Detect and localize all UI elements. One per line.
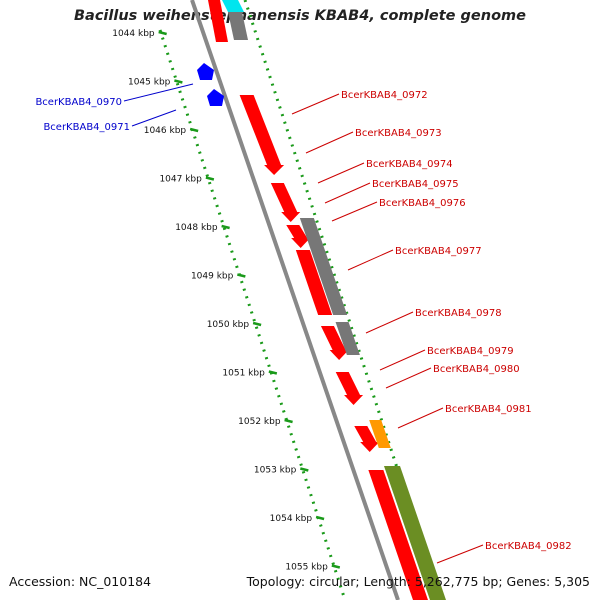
gene-0973	[270, 183, 301, 222]
gene-0974	[286, 225, 311, 248]
ruler-tick	[252, 321, 262, 327]
ruler-tick-label: 1051 kbp	[222, 369, 265, 379]
ruler-tick	[174, 79, 183, 84]
gene-label: BcerKBAB4_0982	[485, 541, 572, 552]
ruler-tick-label: 1046 kbp	[144, 126, 187, 136]
top-red-gene	[208, 0, 228, 42]
ruler-tick-label: 1044 kbp	[112, 29, 155, 39]
ruler-tick-label: 1047 kbp	[159, 175, 202, 185]
gene-label: BcerKBAB4_0972	[341, 90, 428, 101]
label-leader	[305, 131, 354, 154]
gene-label: BcerKBAB4_0976	[379, 198, 466, 209]
gene-label: BcerKBAB4_0973	[355, 128, 442, 139]
ruler-tick	[331, 564, 341, 569]
feature-gray-1	[299, 218, 348, 315]
label-leader	[347, 249, 394, 271]
ruler-tick-label: 1052 kbp	[238, 417, 281, 427]
ruler-tick-label: 1048 kbp	[175, 223, 218, 233]
ruler-tick-label: 1055 kbp	[285, 563, 328, 573]
gene-label: BcerKBAB4_0978	[415, 308, 502, 319]
ruler-tick-label: 1050 kbp	[207, 320, 250, 330]
top-cyan-feature	[222, 0, 244, 12]
feature-gray-2	[335, 322, 360, 355]
label-leader	[324, 182, 371, 204]
outer-dotted-line	[243, 0, 442, 600]
ruler-tick	[221, 224, 230, 230]
backbone-line	[190, 0, 400, 600]
label-leader	[123, 83, 194, 102]
gene-0976	[320, 326, 349, 360]
feature-orange	[369, 420, 391, 448]
ruler-tick	[205, 176, 215, 181]
accession-label: Accession: NC_010184	[9, 574, 152, 589]
ruler-tick	[315, 515, 325, 521]
top-gray-feature	[228, 12, 248, 40]
ruler-tick-label: 1053 kbp	[254, 466, 297, 476]
label-leader	[397, 407, 444, 429]
ruler-tick	[284, 418, 293, 424]
ruler-tick-label: 1054 kbp	[270, 514, 313, 524]
gene-0975	[295, 250, 333, 315]
gene-0971	[207, 89, 224, 106]
gene-0977	[335, 372, 364, 405]
label-leader	[131, 109, 177, 127]
label-leader	[379, 349, 426, 371]
gene-label: BcerKBAB4_0971	[43, 122, 130, 133]
label-leader	[291, 93, 340, 115]
feature-olive	[383, 466, 446, 600]
gene-label: BcerKBAB4_0977	[395, 246, 482, 257]
gene-label: BcerKBAB4_0974	[366, 159, 453, 170]
label-leader	[385, 367, 432, 389]
ruler-tick-label: 1045 kbp	[128, 78, 171, 88]
map-title: Bacillus weihenstephanensis KBAB4, compl…	[74, 8, 526, 24]
label-leader	[436, 544, 484, 564]
ruler-tick	[300, 467, 309, 472]
gene-label: BcerKBAB4_0975	[372, 179, 459, 190]
gene-0982	[368, 470, 428, 600]
ruler-tick-label: 1049 kbp	[191, 272, 234, 282]
label-leader	[317, 162, 365, 184]
ruler-tick	[268, 370, 278, 375]
gene-0978	[354, 426, 380, 452]
ruler-tick	[158, 30, 167, 36]
genome-summary: Topology: circular; Length: 5,262,775 bp…	[246, 574, 590, 589]
gene-label: BcerKBAB4_0980	[433, 364, 520, 375]
ruler-tick	[189, 127, 199, 133]
gene-label: BcerKBAB4_0979	[427, 346, 514, 357]
gene-0972	[239, 95, 285, 175]
label-leader	[331, 201, 378, 222]
ruler-tick	[237, 273, 246, 278]
gene-0970	[197, 63, 214, 80]
gene-label: BcerKBAB4_0981	[445, 404, 532, 415]
label-leader	[365, 311, 414, 334]
gene-label: BcerKBAB4_0970	[35, 97, 122, 108]
